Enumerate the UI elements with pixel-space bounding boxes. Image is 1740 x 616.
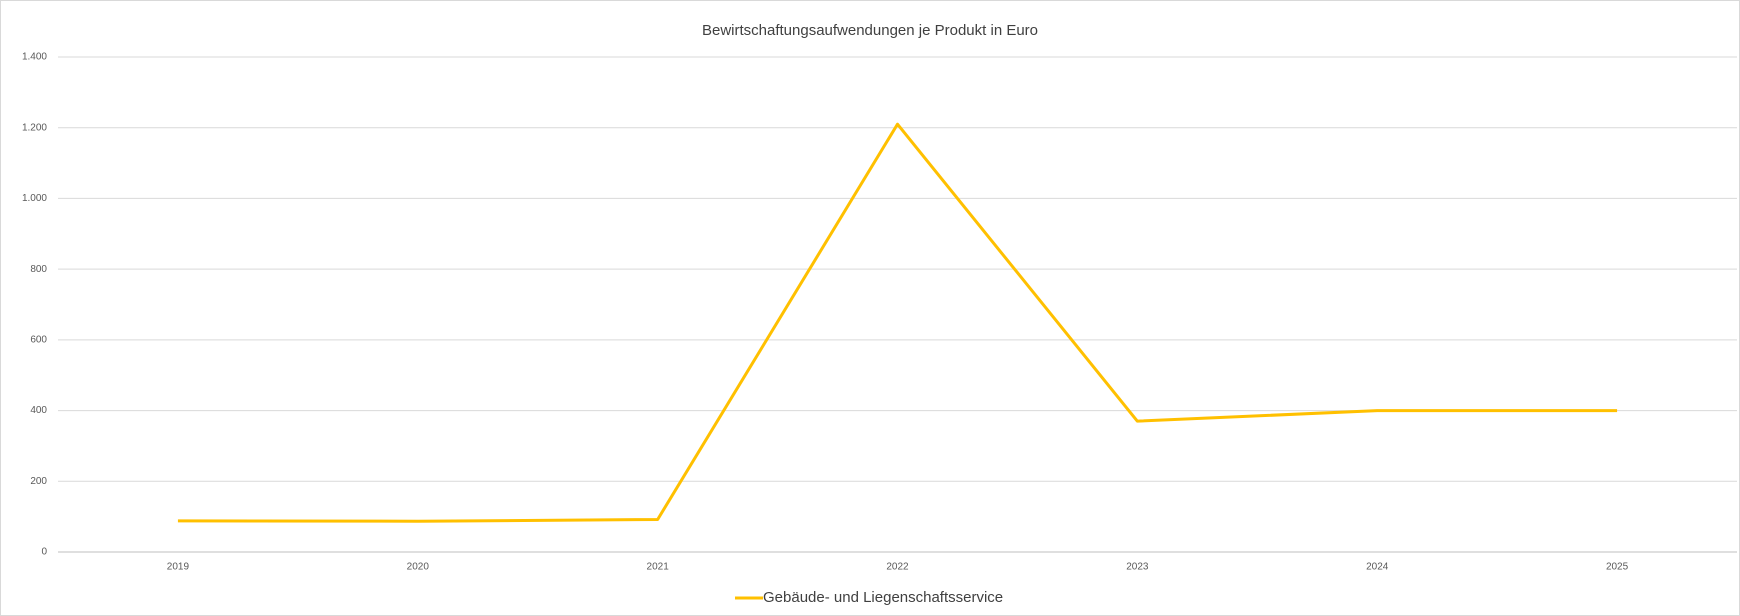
x-tick-label: 2023 (1126, 562, 1149, 573)
chart-title: Bewirtschaftungsaufwendungen je Produkt … (702, 22, 1038, 39)
x-tick-label: 2021 (647, 562, 670, 573)
y-tick-label: 800 (30, 264, 47, 275)
x-tick-label: 2020 (407, 562, 430, 573)
y-tick-label: 1.200 (22, 122, 47, 133)
x-tick-label: 2025 (1606, 562, 1629, 573)
y-tick-label: 200 (30, 476, 47, 487)
y-tick-label: 1.000 (22, 193, 47, 204)
y-tick-label: 1.400 (22, 52, 47, 63)
legend-label: Gebäude- und Liegenschaftsservice (763, 589, 1003, 606)
x-tick-label: 2022 (886, 562, 909, 573)
x-tick-label: 2024 (1366, 562, 1389, 573)
y-tick-label: 0 (41, 547, 47, 558)
y-tick-label: 400 (30, 405, 47, 416)
line-series (177, 122, 1618, 523)
y-tick-label: 600 (30, 334, 47, 345)
x-tick-label: 2019 (167, 562, 190, 573)
